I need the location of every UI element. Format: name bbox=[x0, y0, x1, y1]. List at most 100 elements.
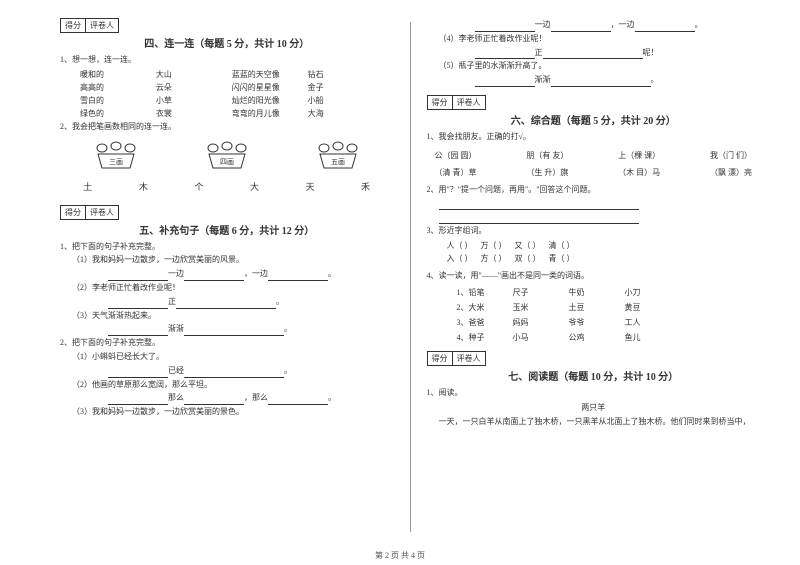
cell: 钻石 bbox=[308, 69, 384, 80]
cell: 我（门 们） bbox=[710, 150, 752, 161]
stroke-chars: 土 木 个 大 天 禾 bbox=[60, 180, 394, 193]
cell: 衣裳 bbox=[156, 108, 232, 119]
s5-q1-2: （2）李老师正忙着改作业呢！ bbox=[72, 282, 394, 295]
answer-blank bbox=[439, 198, 761, 211]
score-label: 得分 bbox=[60, 205, 86, 220]
s4-q1: 1、想一想，连一连。 bbox=[60, 54, 394, 67]
word-row-2: 2、大米 玉米 土豆 黄豆 bbox=[457, 302, 761, 313]
cell: 4、种子 bbox=[457, 332, 511, 343]
char: 土 bbox=[83, 180, 92, 193]
cell: 蓝蓝的天空像 bbox=[232, 69, 308, 80]
txt: ，一边 bbox=[244, 269, 268, 278]
cell: 小刀 bbox=[625, 287, 679, 298]
match-row-3: 雪白的 小草 灿烂的阳光像 小船 bbox=[80, 95, 384, 106]
txt: 一边 bbox=[168, 269, 184, 278]
grader-label: 评卷人 bbox=[85, 18, 119, 33]
word-row-4: 4、种子 小马 公鸡 鱼儿 bbox=[457, 332, 761, 343]
cell: 雪白的 bbox=[80, 95, 156, 106]
blank-line: 已经。 bbox=[108, 365, 394, 378]
score-box: 得分 评卷人 bbox=[60, 205, 394, 220]
s7-q1: 1、阅读。 bbox=[427, 387, 761, 400]
char: 木 bbox=[139, 180, 148, 193]
section-5-title: 五、补充句子（每题 6 分，共计 12 分） bbox=[60, 222, 394, 237]
s6-q3: 3、形近字组词。 bbox=[427, 225, 761, 238]
cell: （生 升）旗 bbox=[526, 167, 568, 178]
cell: （清 青）草 bbox=[435, 167, 477, 178]
score-box: 得分 评卷人 bbox=[427, 351, 761, 366]
txt: 那么 bbox=[168, 393, 184, 402]
friend-row-2: （清 青）草 （生 升）旗 （木 目）马 （飘 漂）亮 bbox=[435, 167, 753, 178]
flower-pot-4-icon: 四画 bbox=[197, 140, 257, 172]
flower-pot-5-icon: 五画 bbox=[308, 140, 368, 172]
grader-label: 评卷人 bbox=[452, 95, 486, 110]
s5-q2-1: （1）小蝌蚪已经长大了。 bbox=[72, 351, 394, 364]
txt: 正 bbox=[168, 297, 176, 306]
blank-line: 渐渐。 bbox=[108, 323, 394, 336]
cell: 1、铅笔 bbox=[457, 287, 511, 298]
left-column: 得分 评卷人 四、连一连（每题 5 分，共计 10 分） 1、想一想，连一连。 … bbox=[60, 18, 394, 540]
grader-label: 评卷人 bbox=[452, 351, 486, 366]
cell: 玉米 bbox=[513, 302, 567, 313]
cell: （飘 漂）亮 bbox=[710, 167, 752, 178]
cell: 双（ ） bbox=[515, 253, 541, 264]
match-row-1: 暖和的 大山 蓝蓝的天空像 钻石 bbox=[80, 69, 384, 80]
cell: 青（ ） bbox=[549, 253, 575, 264]
cell: 高高的 bbox=[80, 82, 156, 93]
cell: 小船 bbox=[308, 95, 384, 106]
blank-line: 正 呢！ bbox=[475, 47, 761, 60]
s5-q2-2: （2）他画的草原那么宽阔，那么平坦。 bbox=[72, 379, 394, 392]
cell: 又（ ） bbox=[515, 240, 541, 251]
score-box: 得分 评卷人 bbox=[60, 18, 394, 33]
cell: 万（ ） bbox=[481, 240, 507, 251]
char: 个 bbox=[194, 180, 203, 193]
story-text: 一天，一只白羊从南面上了独木桥，一只黑羊从北面上了独木桥。他们同时来到桥当中， bbox=[439, 416, 761, 429]
cell: 土豆 bbox=[569, 302, 623, 313]
cell: 入（ ） bbox=[447, 253, 473, 264]
txt: 正 bbox=[535, 48, 543, 57]
svg-text:三画: 三画 bbox=[109, 158, 123, 166]
cell: 闪闪的星星像 bbox=[232, 82, 308, 93]
blank-line: 正。 bbox=[108, 296, 394, 309]
cell: 朋（有 友） bbox=[526, 150, 568, 161]
blank-line: 一边，一边。 bbox=[108, 268, 394, 281]
blank-line: 渐渐。 bbox=[475, 74, 761, 87]
cell: 黄豆 bbox=[625, 302, 679, 313]
match-row-4: 绿色的 衣裳 弯弯的月儿像 大海 bbox=[80, 108, 384, 119]
cell: 鱼儿 bbox=[625, 332, 679, 343]
cell: 暖和的 bbox=[80, 69, 156, 80]
txt: 呢！ bbox=[643, 48, 659, 57]
s5-q2: 2、把下面的句子补充完整。 bbox=[60, 337, 394, 350]
right-column: 一边，一边。 （4）李老师正忙着改作业呢！ 正 呢！ （5）瓶子里的水渐渐升高了。… bbox=[427, 18, 761, 540]
s5r-5: （5）瓶子里的水渐渐升高了。 bbox=[439, 60, 761, 73]
column-divider bbox=[410, 22, 411, 532]
txt: 一边 bbox=[535, 20, 551, 29]
cell: 大山 bbox=[156, 69, 232, 80]
txt: ，那么 bbox=[244, 393, 268, 402]
cell: 灿烂的阳光像 bbox=[232, 95, 308, 106]
shape-row-2: 入（ ） 方（ ） 双（ ） 青（ ） bbox=[447, 253, 761, 264]
blank-line: 一边，一边。 bbox=[475, 19, 761, 32]
svg-text:四画: 四画 bbox=[220, 158, 234, 166]
cell: 弯弯的月儿像 bbox=[232, 108, 308, 119]
s5-q1: 1、把下面的句子补充完整。 bbox=[60, 241, 394, 254]
cell: 人（ ） bbox=[447, 240, 473, 251]
s5-q1-1: （1）我和妈妈一边散步，一边欣赏美丽的风景。 bbox=[72, 254, 394, 267]
cell: 妈妈 bbox=[513, 317, 567, 328]
shape-row-1: 人（ ） 万（ ） 又（ ） 清（ ） bbox=[447, 240, 761, 251]
cell: 工人 bbox=[625, 317, 679, 328]
cell: 绿色的 bbox=[80, 108, 156, 119]
score-label: 得分 bbox=[60, 18, 86, 33]
story-title: 两只羊 bbox=[427, 402, 761, 415]
word-row-3: 3、爸爸 妈妈 爷爷 工人 bbox=[457, 317, 761, 328]
friend-row-1: 公（园 圆） 朋（有 友） 上（棵 课） 我（门 们） bbox=[435, 150, 753, 161]
cell: 大海 bbox=[308, 108, 384, 119]
s5-q2-3: （3）我和妈妈一边散步，一边欣赏美丽的景色。 bbox=[72, 406, 394, 419]
s5r-4: （4）李老师正忙着改作业呢！ bbox=[439, 33, 761, 46]
cell: 小马 bbox=[513, 332, 567, 343]
flower-pots: 三画 四画 五画 bbox=[60, 140, 394, 172]
section-6-title: 六、综合题（每题 5 分，共计 20 分） bbox=[427, 112, 761, 127]
s6-q2: 2、用"？"提一个问题，再用"。"回答这个问题。 bbox=[427, 184, 761, 197]
s6-q1: 1、我会找朋友。正确的打√。 bbox=[427, 131, 761, 144]
page-footer: 第 2 页 共 4 页 bbox=[0, 550, 800, 561]
txt: 渐渐 bbox=[168, 324, 184, 333]
